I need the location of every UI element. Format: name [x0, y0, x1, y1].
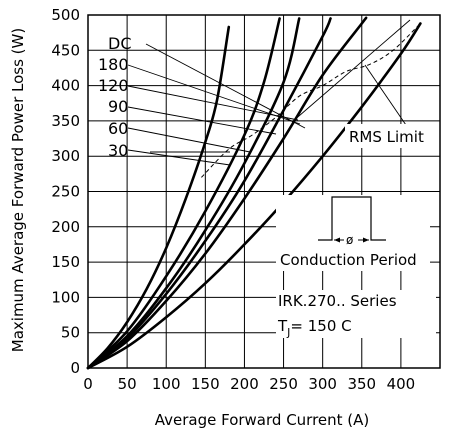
series-line-30 — [86, 25, 231, 370]
leader-line — [127, 149, 231, 166]
x-tick-label: 300 — [308, 375, 337, 393]
leader-line — [127, 127, 251, 153]
series-name-label: IRK.270.. Series — [278, 292, 397, 310]
curve-label-leaders — [127, 19, 411, 166]
rms-limit-label: RMS Limit — [349, 128, 424, 146]
junction-temp-label: TJ= 150 C — [277, 317, 352, 339]
series-curves — [86, 16, 422, 370]
x-tick-label: 0 — [83, 375, 93, 393]
device-note-bg — [276, 290, 436, 338]
series-label-120: 120 — [98, 76, 129, 95]
rms-limit-annotation: RMS Limit — [345, 124, 435, 148]
x-tick-label: 100 — [152, 375, 181, 393]
series-label-30: 30 — [108, 141, 128, 160]
series-line-90 — [86, 17, 301, 370]
plot-border — [87, 14, 441, 369]
series-line-60 — [86, 17, 281, 370]
conduction-period-label: Conduction Period — [280, 251, 417, 269]
leader-line — [291, 19, 411, 123]
leader-line — [127, 85, 299, 121]
x-tick-label: 200 — [230, 375, 259, 393]
series-line-120 — [86, 17, 332, 370]
y-tick-label: 150 — [51, 253, 80, 271]
arrow-right-icon — [363, 237, 369, 243]
y-tick-label: 250 — [51, 183, 80, 201]
tick-labels: 0 50 100 150 200 250 300 350 400 0 50 100 150 200 250 3… — [51, 6, 415, 393]
conduction-period-diagram: ø Conduction Period — [276, 195, 430, 271]
series-label-dc: DC — [108, 34, 132, 53]
rms-limit-line — [201, 23, 421, 178]
device-note: IRK.270.. Series TJ= 150 C — [276, 290, 436, 339]
y-tick-label: 100 — [51, 288, 80, 306]
y-tick-label: 450 — [51, 41, 80, 59]
leader-line — [364, 64, 409, 129]
x-tick-label: 350 — [347, 375, 376, 393]
x-tick-label: 400 — [387, 375, 416, 393]
junction-temp-prefix: T — [277, 317, 288, 335]
series-label-180: 180 — [98, 55, 129, 74]
y-tick-label: 0 — [70, 359, 80, 377]
x-tick-label: 150 — [191, 375, 220, 393]
y-tick-label: 350 — [51, 112, 80, 130]
conduction-phi-symbol: ø — [346, 233, 353, 247]
phi-bg — [344, 232, 358, 248]
conduction-pulse — [318, 196, 386, 241]
series-label-60: 60 — [108, 119, 128, 138]
series-line-180 — [86, 16, 368, 370]
series-line-dc — [86, 22, 422, 370]
y-tick-label: 300 — [51, 147, 80, 165]
y-tick-label: 400 — [51, 77, 80, 95]
curve-labels: DC 180 120 90 60 30 — [98, 34, 132, 160]
junction-temp-sub: J — [286, 326, 290, 339]
leader-line — [145, 43, 306, 129]
rms-limit — [201, 23, 421, 178]
y-tick-label: 500 — [51, 6, 80, 24]
plot-frame — [87, 14, 441, 369]
series-label-90: 90 — [108, 97, 128, 116]
rms-label-bg — [345, 124, 435, 148]
arrow-left-icon — [334, 237, 340, 243]
x-axis-title: Average Forward Current (A) — [155, 411, 370, 429]
y-axis-title: Maximum Average Forward Power Loss (W) — [9, 28, 27, 352]
y-tick-label: 200 — [51, 218, 80, 236]
x-tick-label: 50 — [118, 375, 137, 393]
leader-line — [127, 106, 277, 135]
leader-line — [127, 64, 301, 125]
junction-temp-suffix: = 150 C — [290, 317, 351, 335]
y-tick-label: 50 — [61, 324, 80, 342]
x-tick-label: 250 — [269, 375, 298, 393]
